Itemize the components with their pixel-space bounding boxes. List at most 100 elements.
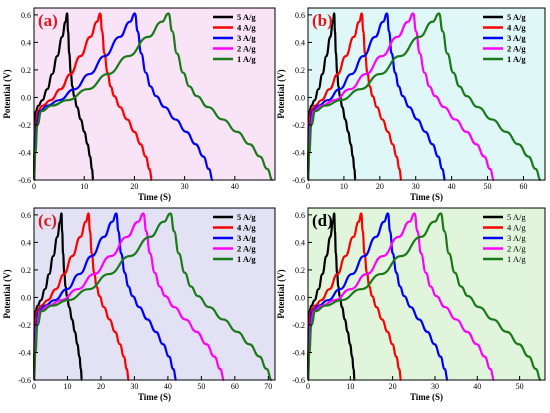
series-line — [306, 212, 449, 382]
plot-area — [34, 208, 275, 380]
series-line — [32, 212, 83, 382]
y-tick-label: -0.4 — [18, 148, 31, 157]
legend-label: 3 A/g — [507, 33, 526, 43]
x-tick-label: 0 — [32, 382, 36, 391]
x-tick-label: 30 — [431, 382, 439, 391]
series-line — [32, 12, 274, 182]
legend-label: 2 A/g — [237, 44, 256, 54]
series-line — [32, 212, 225, 382]
x-tick-label: 30 — [130, 382, 138, 391]
legend-label: 3 A/g — [237, 33, 256, 43]
y-tick-label: -0.6 — [292, 176, 305, 185]
plot-frame — [33, 207, 276, 381]
x-tick-label: 50 — [197, 382, 205, 391]
y-tick-label: 0.0 — [295, 293, 305, 302]
y-tick-label: -0.2 — [18, 321, 31, 330]
x-tick-label: 50 — [516, 382, 524, 391]
legend-label: 2 A/g — [507, 44, 526, 54]
series-line — [32, 212, 178, 382]
y-tick-label: 0.0 — [295, 93, 305, 102]
y-tick-label: 0.6 — [21, 11, 31, 20]
y-tick-label: -0.2 — [292, 121, 305, 130]
plot-area — [308, 208, 545, 380]
legend-label: 5 A/g — [507, 212, 526, 222]
y-tick-label: -0.2 — [18, 121, 31, 130]
panel-label: (d) — [312, 211, 333, 230]
series-line — [32, 12, 154, 182]
series-line — [306, 212, 495, 382]
x-tick-label: 60 — [519, 182, 527, 191]
y-tick-label: 0.6 — [295, 211, 305, 220]
x-axis-label: Time (S) — [138, 192, 171, 202]
series-line — [32, 12, 95, 182]
panel-label: (a) — [38, 11, 58, 30]
x-tick-label: 10 — [80, 182, 88, 191]
x-tick-label: 70 — [264, 382, 272, 391]
y-tick-label: -0.6 — [292, 376, 305, 385]
x-tick-label: 0 — [306, 182, 310, 191]
series-line — [306, 212, 403, 382]
legend-label: 5 A/g — [237, 12, 256, 22]
y-axis-label: Potential (V) — [276, 69, 286, 118]
legend-label: 5 A/g — [237, 212, 256, 222]
series-line — [306, 212, 542, 382]
x-tick-label: 30 — [412, 182, 420, 191]
x-tick-label: 20 — [389, 382, 397, 391]
y-tick-label: 0.4 — [295, 238, 305, 247]
plot-frame — [307, 7, 546, 181]
x-tick-label: 60 — [231, 382, 239, 391]
x-axis-label: Time (S) — [138, 392, 171, 402]
x-tick-label: 40 — [164, 382, 172, 391]
panel-label: (b) — [312, 11, 333, 30]
plot-frame — [33, 7, 276, 181]
y-tick-label: -0.2 — [292, 321, 305, 330]
series-line — [32, 12, 214, 182]
x-tick-label: 10 — [63, 382, 71, 391]
legend-label: 4 A/g — [507, 23, 526, 33]
legend-label: 4 A/g — [237, 223, 256, 233]
x-tick-label: 10 — [346, 382, 354, 391]
x-tick-label: 20 — [130, 182, 138, 191]
legend-label: 3 A/g — [507, 233, 526, 243]
legend-label: 4 A/g — [237, 23, 256, 33]
legend-label: 2 A/g — [237, 244, 256, 254]
y-tick-label: 0.2 — [295, 66, 305, 75]
legend-label: 3 A/g — [237, 233, 256, 243]
legend-label: 1 A/g — [507, 254, 526, 264]
y-tick-label: -0.4 — [18, 348, 31, 357]
x-tick-label: 50 — [484, 182, 492, 191]
x-axis-label: Time (S) — [410, 392, 443, 402]
series-line — [306, 12, 447, 182]
plot-frame — [307, 207, 546, 381]
series-line — [306, 12, 357, 182]
x-tick-label: 20 — [97, 382, 105, 391]
series-line — [306, 12, 542, 182]
legend-label: 2 A/g — [507, 244, 526, 254]
y-tick-label: 0.0 — [21, 93, 31, 102]
y-tick-label: 0.4 — [295, 38, 305, 47]
series-line — [306, 12, 403, 182]
y-tick-label: 0.6 — [295, 11, 305, 20]
chart-panel: 0 10 20 30 40 50 60 70 -0.6 -0.4 -0.2 0.0 0.2 0.4 0.6 T… — [2, 207, 276, 402]
y-tick-label: 0.2 — [21, 66, 31, 75]
y-tick-label: -0.6 — [18, 176, 31, 185]
x-tick-label: 40 — [448, 182, 456, 191]
series-line — [306, 212, 356, 382]
series-line — [32, 212, 273, 382]
panel-label: (c) — [38, 211, 57, 230]
y-tick-label: 0.0 — [21, 293, 31, 302]
legend-label: 1 A/g — [507, 54, 526, 64]
y-axis-label: Potential (V) — [276, 269, 286, 318]
x-tick-label: 40 — [231, 182, 239, 191]
legend-label: 5 A/g — [507, 12, 526, 22]
x-tick-label: 10 — [340, 182, 348, 191]
x-tick-label: 30 — [181, 182, 189, 191]
x-tick-label: 20 — [376, 182, 384, 191]
series-line — [306, 12, 495, 182]
y-tick-label: -0.4 — [292, 148, 305, 157]
y-tick-label: -0.6 — [18, 376, 31, 385]
series-line — [32, 212, 130, 382]
y-axis-label: Potential (V) — [2, 69, 12, 118]
x-tick-label: 0 — [32, 182, 36, 191]
